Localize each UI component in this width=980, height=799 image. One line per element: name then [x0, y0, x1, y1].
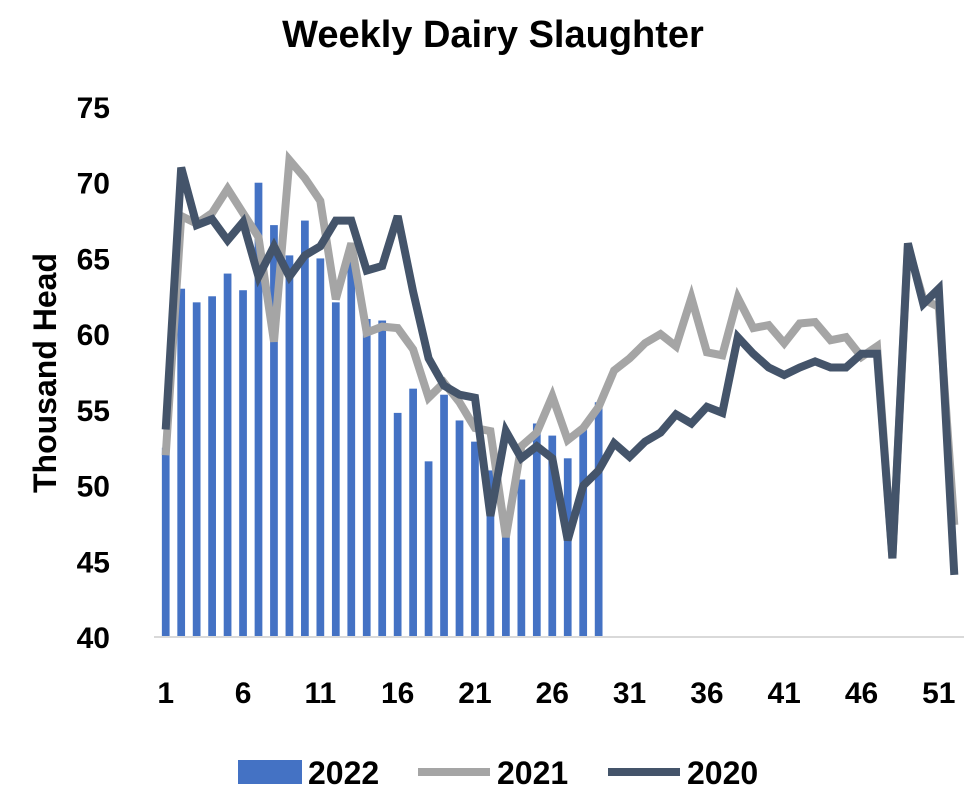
bar-2022-week-5 [223, 273, 232, 637]
y-axis-label: Thousand Head [27, 253, 63, 493]
y-tick-label: 70 [77, 168, 110, 201]
bar-2022-week-20 [455, 420, 464, 637]
x-tick-label: 6 [235, 677, 252, 710]
bar-2022-week-18 [424, 461, 433, 637]
x-tick-label: 36 [690, 677, 723, 710]
line-series-2021 [161, 150, 959, 559]
bar-2022-week-21 [471, 441, 479, 637]
legend-label-2022: 2022 [308, 755, 379, 791]
series-2022-bars [161, 182, 603, 638]
legend: 2022 2021 2020 [238, 755, 758, 791]
chart-title: Weekly Dairy Slaughter [282, 14, 704, 56]
legend-swatch-2022 [238, 760, 302, 784]
series-lines [161, 150, 959, 576]
y-tick-label: 45 [77, 546, 110, 579]
legend-label-2020: 2020 [687, 755, 758, 791]
y-tick-label: 55 [77, 395, 110, 428]
y-tick-label: 75 [77, 92, 110, 125]
bar-2022-week-4 [208, 296, 216, 637]
bar-2022-week-22 [486, 470, 495, 637]
bar-2022-week-27 [563, 458, 572, 637]
y-tick-label: 60 [77, 319, 110, 352]
x-tick-label: 11 [304, 677, 336, 710]
bar-2022-week-25 [532, 423, 541, 637]
bar-2022-week-12 [331, 302, 340, 637]
x-tick-label: 31 [613, 677, 646, 710]
bar-2022-week-26 [548, 435, 557, 637]
bar-2022-week-17 [409, 388, 417, 637]
x-tick-label: 51 [922, 677, 955, 710]
bar-2022-week-8 [270, 225, 278, 637]
bar-2022-week-14 [362, 319, 371, 637]
x-tick-label: 26 [536, 677, 569, 710]
bar-2022-week-13 [347, 261, 356, 637]
bar-2022-week-10 [301, 220, 309, 638]
bar-2022-week-23 [502, 526, 510, 637]
bar-2022-week-28 [579, 426, 588, 637]
y-axis-ticks: 40 45 50 55 60 65 70 75 [77, 92, 110, 655]
x-tick-label: 16 [381, 677, 414, 710]
legend-label-2021: 2021 [497, 755, 568, 791]
x-axis-ticks: 1 6 11 16 21 26 31 36 41 46 51 [157, 677, 955, 710]
line-series-2020 [161, 166, 959, 576]
y-tick-label: 40 [77, 622, 110, 655]
x-tick-label: 46 [845, 677, 878, 710]
x-tick-label: 1 [157, 677, 174, 710]
bar-2022-week-29 [594, 402, 603, 637]
y-tick-label: 50 [77, 471, 110, 504]
bar-2022-week-9 [285, 255, 294, 637]
bar-2022-week-19 [440, 394, 448, 637]
bar-2022-week-2 [177, 288, 186, 637]
bar-2022-week-11 [316, 258, 325, 637]
bar-2022-week-3 [192, 302, 201, 637]
bar-2022-week-15 [378, 320, 387, 637]
bar-2022-week-16 [393, 412, 402, 637]
bar-2022-week-7 [254, 182, 263, 637]
x-tick-label: 41 [768, 677, 801, 710]
bar-2022-week-6 [239, 290, 247, 637]
bar-2022-week-1 [161, 447, 170, 637]
x-tick-label: 21 [458, 677, 491, 710]
bar-2022-week-24 [517, 479, 526, 637]
y-tick-label: 65 [77, 243, 110, 276]
